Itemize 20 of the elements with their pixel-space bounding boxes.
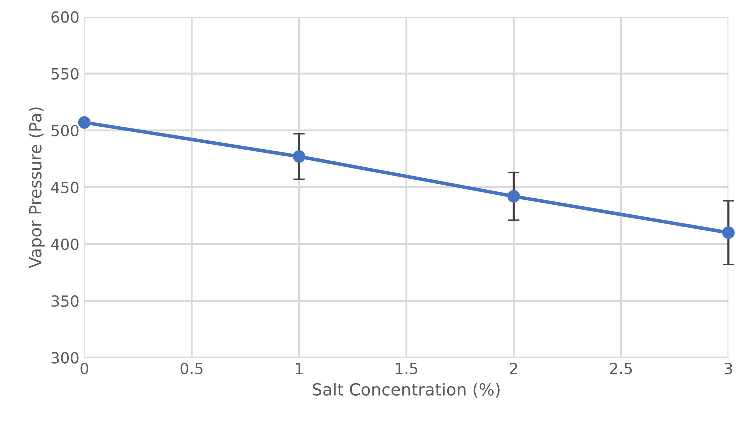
y-tick-label: 600 [52,12,79,24]
y-tick-label: 350 [52,296,79,308]
point [722,226,735,240]
x-tick-label: 2.5 [610,362,632,375]
x-tick-label: 0 [80,362,88,375]
y-tick-label: 550 [52,68,79,80]
x-axis-title: Salt Concentration (%) [313,383,500,398]
x-tick-label: 2 [510,362,518,374]
y-tick-label: 500 [52,125,79,137]
y-tick-label: 300 [52,352,79,364]
x-tick-label: 1.5 [396,363,418,375]
point [293,150,306,164]
point [508,190,520,203]
x-tick-label: 3 [724,362,732,375]
y-tick-label: 450 [51,182,79,194]
y-axis-title: Vapor Pressure (Pa) [28,108,46,268]
y-tick-label: 400 [51,238,79,250]
point [78,116,91,129]
x-tick-label: 0.5 [180,362,203,375]
x-tick-label: 1 [296,363,303,374]
